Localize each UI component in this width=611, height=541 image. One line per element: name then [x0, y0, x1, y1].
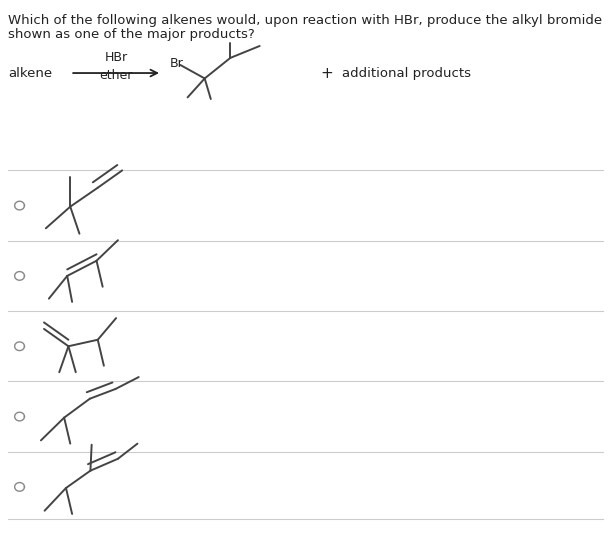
- Text: shown as one of the major products?: shown as one of the major products?: [8, 28, 255, 41]
- Text: alkene: alkene: [8, 67, 52, 80]
- Text: HBr: HBr: [104, 51, 128, 64]
- Text: additional products: additional products: [342, 67, 471, 80]
- Text: Br: Br: [170, 57, 184, 70]
- Text: Which of the following alkenes would, upon reaction with HBr, produce the alkyl : Which of the following alkenes would, up…: [8, 14, 602, 27]
- Text: ether: ether: [100, 69, 133, 82]
- Text: +: +: [321, 65, 333, 81]
